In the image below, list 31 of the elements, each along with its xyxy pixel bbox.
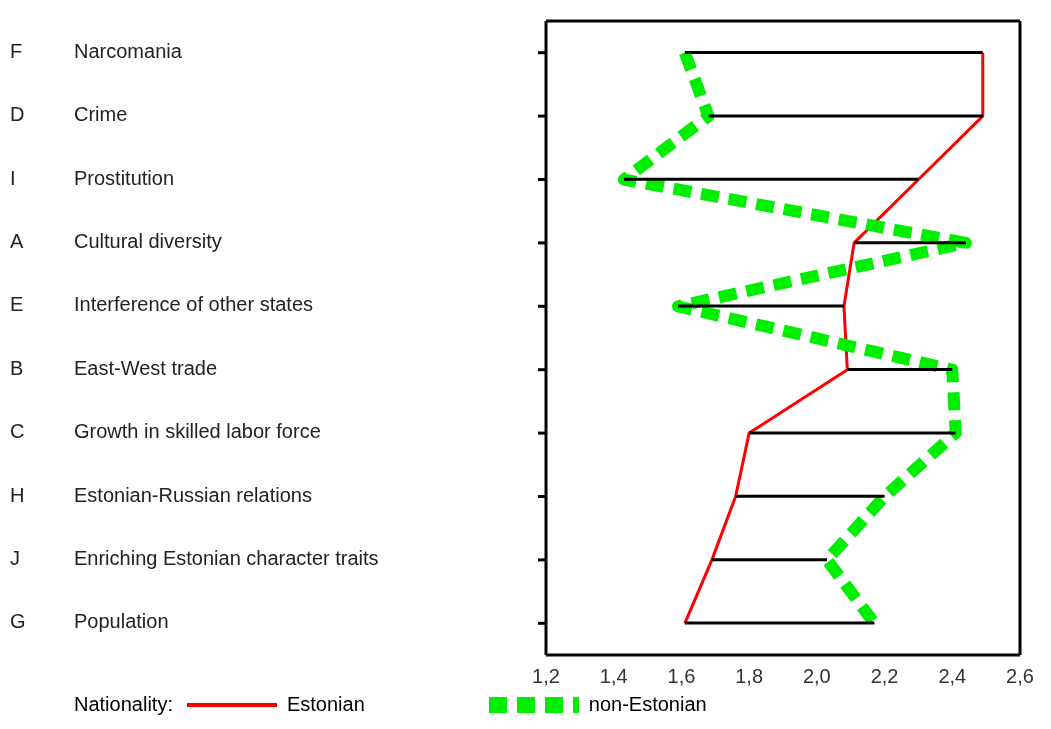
x-tick-label: 1,6: [667, 665, 696, 688]
category-label: A Cultural diversity: [10, 229, 222, 252]
category-label: I Prostitution: [10, 166, 175, 189]
category-label: E Interference of other states: [10, 293, 314, 316]
x-tick-label: 1,8: [735, 665, 764, 688]
category-label: F Narcomania: [10, 39, 182, 62]
bar: [678, 304, 844, 308]
bar: [847, 368, 953, 371]
category-label: B East-West trade: [10, 356, 218, 379]
category-label: D Crime: [10, 103, 128, 126]
legend-label: non-Estonian: [588, 693, 707, 716]
legend-label: Estonian: [286, 693, 365, 716]
category-label: H Estonian-Russian relations: [10, 483, 312, 506]
x-tick-label: 2,0: [802, 665, 831, 688]
bar: [711, 558, 828, 562]
bar: [684, 51, 983, 54]
category-label: G Population: [10, 610, 169, 633]
bar: [708, 114, 983, 118]
x-tick-label: 2,4: [938, 665, 967, 688]
legend-title: Nationality:: [74, 693, 173, 716]
bar: [749, 431, 956, 435]
bar: [854, 241, 966, 245]
bar: [684, 621, 875, 625]
bar: [623, 177, 919, 181]
category-label: J Enriching Estonian character traits: [10, 546, 379, 569]
x-tick-label: 1,4: [599, 665, 628, 688]
x-tick-label: 2,2: [870, 665, 899, 688]
x-tick-label: 1,2: [532, 665, 560, 688]
category-label: C Growth in skilled labor force: [10, 420, 321, 443]
x-tick-label: 2,6: [1006, 665, 1034, 688]
bar: [735, 494, 885, 498]
